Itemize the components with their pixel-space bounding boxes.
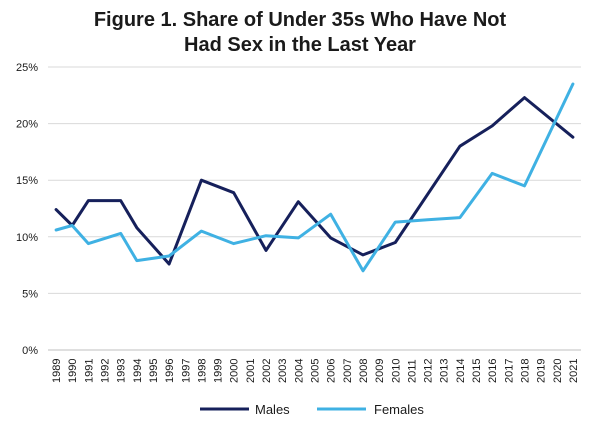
x-axis: 1989 1990 1991 1992 1993 1994 1995 1996 1997 1998… — [51, 359, 580, 383]
x-tick-label: 2009 — [374, 359, 386, 383]
x-tick-label: 1996 — [164, 359, 176, 383]
x-tick-label: 1995 — [148, 359, 160, 383]
chart-title: Figure 1. Share of Under 35s Who Have No… — [94, 9, 507, 31]
x-tick-label: 2010 — [390, 359, 402, 383]
x-tick-label: 1999 — [213, 359, 225, 383]
x-tick-label: 1992 — [100, 359, 112, 383]
x-tick-label: 1990 — [67, 359, 79, 383]
grid-layer — [48, 66, 581, 351]
y-tick-label: 0% — [22, 345, 38, 357]
x-tick-label: 2004 — [293, 359, 305, 383]
x-tick-label: 2005 — [310, 359, 322, 383]
x-tick-label: 2000 — [229, 359, 241, 383]
y-tick-label: 5% — [22, 288, 38, 300]
y-tick-label: 25% — [16, 62, 38, 74]
x-tick-label: 2007 — [342, 359, 354, 383]
x-tick-label: 2020 — [552, 359, 564, 383]
x-tick-label: 1989 — [51, 359, 63, 383]
x-tick-label: 2021 — [568, 359, 580, 383]
y-tick-label: 10% — [16, 232, 38, 244]
legend-label-females: Females — [374, 402, 424, 417]
x-tick-label: 2008 — [358, 359, 370, 383]
legend: Males Females — [200, 402, 424, 417]
series-line-females — [54, 82, 575, 273]
y-axis: 0% 5% 10% 15% 20% 25% — [16, 62, 38, 357]
x-tick-label: 2001 — [245, 359, 257, 383]
y-tick-label: 20% — [16, 119, 38, 131]
series-layer — [54, 82, 575, 273]
x-tick-label: 2017 — [503, 359, 515, 383]
x-tick-label: 2012 — [423, 359, 435, 383]
series-line-males — [54, 96, 575, 266]
x-tick-label: 1991 — [83, 359, 95, 383]
x-tick-label: 2013 — [439, 359, 451, 383]
x-tick-label: 2019 — [536, 359, 548, 383]
x-tick-label: 2003 — [277, 359, 289, 383]
x-tick-label: 1997 — [180, 359, 192, 383]
x-tick-label: 2016 — [487, 359, 499, 383]
x-tick-label: 1993 — [116, 359, 128, 383]
x-tick-label: 2002 — [261, 359, 273, 383]
y-tick-label: 15% — [16, 175, 38, 187]
x-tick-label: 2018 — [519, 359, 531, 383]
x-tick-label: 1994 — [132, 359, 144, 383]
x-tick-label: 2014 — [455, 359, 467, 383]
legend-label-males: Males — [255, 402, 290, 417]
x-tick-label: 2011 — [406, 359, 418, 383]
x-tick-label: 2015 — [471, 359, 483, 383]
x-tick-label: 2006 — [326, 359, 338, 383]
x-tick-label: 1998 — [196, 359, 208, 383]
chart-subtitle: Had Sex in the Last Year — [184, 34, 416, 56]
